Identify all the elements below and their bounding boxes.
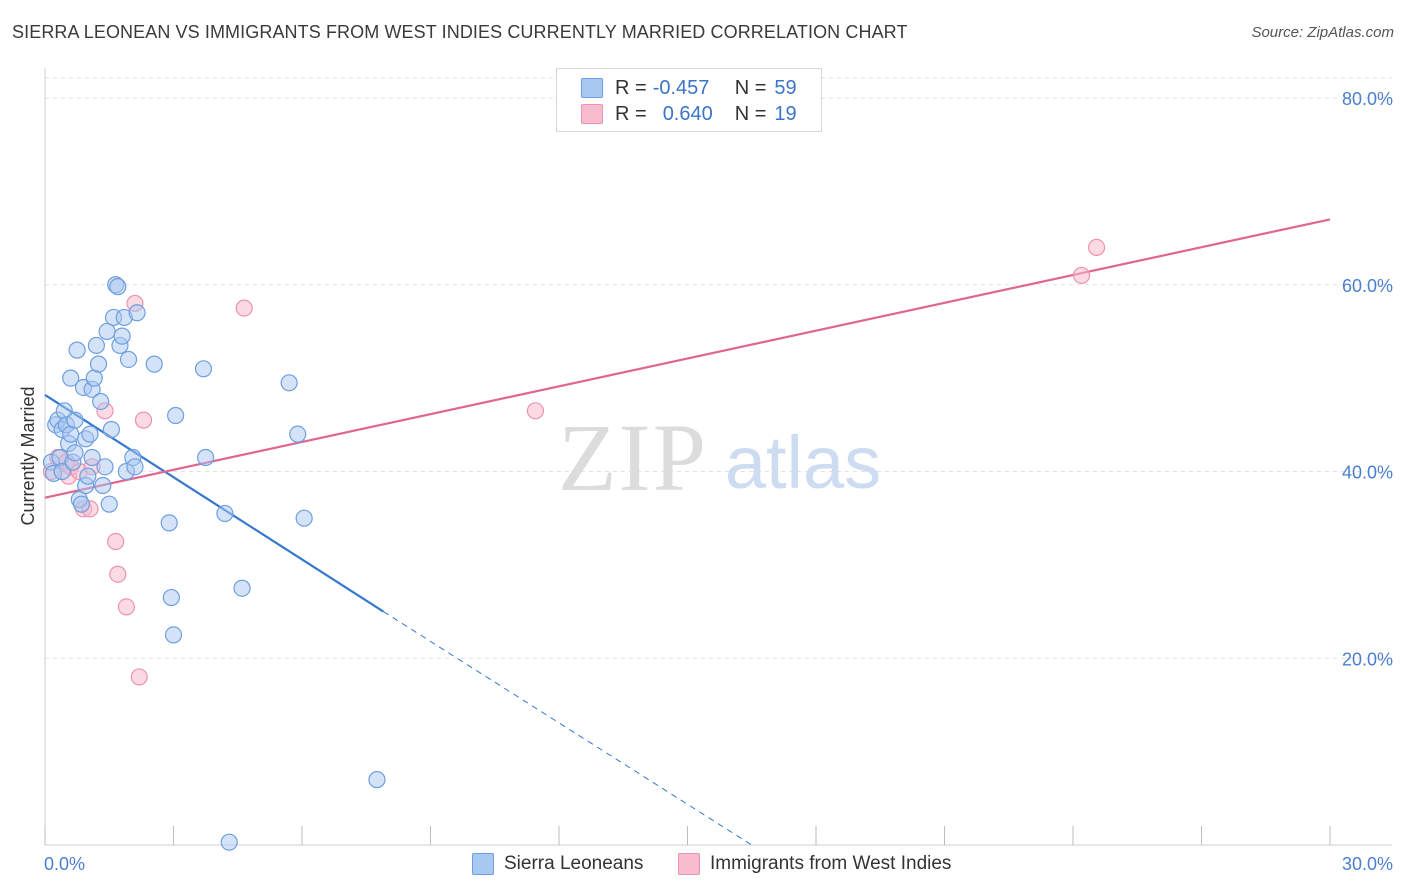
chart-title: SIERRA LEONEAN VS IMMIGRANTS FROM WEST I… [12,22,908,42]
data-point-west-indies [526,402,545,420]
data-point-sierra-leonean [128,304,146,322]
data-point-sierra-leonean [83,448,101,467]
watermark-zip: ZIP [558,404,708,511]
data-point-west-indies [109,565,127,583]
legend-n-value: 59 [774,76,797,99]
y-tick-label: 40.0% [1342,463,1393,483]
data-point-sierra-leonean [79,467,97,485]
data-point-sierra-leonean [216,504,234,523]
data-point-sierra-leonean [220,833,238,851]
data-point-sierra-leonean [280,374,298,392]
axes [44,68,1392,846]
data-point-sierra-leonean [194,360,213,378]
data-point-sierra-leonean [145,355,163,373]
data-point-sierra-leonean [94,476,112,495]
watermark-atlas: atlas [725,421,881,504]
trend-lines [44,218,1331,846]
data-point-sierra-leonean [164,626,183,644]
bottom-legend-label-pink: Immigrants from West Indies [710,853,952,874]
data-point-sierra-leonean [289,425,307,443]
legend-row-sierra-leoneans: R = -0.457 N = 59 [581,75,797,101]
legend-n-label: N = [734,102,767,125]
data-point-sierra-leonean [102,420,120,439]
data-point-sierra-leonean [160,514,178,532]
legend-n-value: 19 [774,102,797,125]
data-point-sierra-leonean [109,278,127,296]
correlation-legend: R = -0.457 N = 59 R = 0.640 N = 19 [556,68,822,132]
data-point-sierra-leonean [92,392,110,411]
legend-n-label: N = [734,76,767,99]
data-point-sierra-leonean [62,369,80,387]
trend-line-west-indies [44,218,1331,499]
data-point-sierra-leonean [89,355,108,373]
data-point-sierra-leonean [96,458,114,476]
x-tick-label-min: 0.0% [44,854,85,874]
data-point-west-indies [117,598,135,616]
data-point-sierra-leonean [295,509,313,527]
data-point-west-indies [134,411,153,429]
x-tick-label-max: 30.0% [1342,854,1393,874]
data-point-west-indies [130,668,148,686]
data-point-sierra-leonean [368,771,386,789]
trend-line-sierra-leoneans-extrapolated [383,611,753,846]
bottom-legend-sierra-leoneans: Sierra Leoneans [472,852,643,876]
legend-swatch-pink [581,104,603,124]
data-point-sierra-leonean [100,495,118,513]
data-point-sierra-leonean [72,495,91,513]
legend-r-value: 0.640 [662,102,713,125]
legend-row-west-indies: R = 0.640 N = 19 [581,101,797,127]
y-tick-label: 60.0% [1342,276,1393,296]
data-point-sierra-leonean [113,327,131,345]
source-label: Source: ZipAtlas.com [1251,24,1394,41]
data-point-sierra-leonean [66,411,84,429]
data-point-west-indies [107,532,125,551]
data-point-sierra-leonean [162,588,180,607]
y-tick-label: 80.0% [1342,89,1393,109]
bottom-legend-swatch-blue [472,853,494,875]
data-point-sierra-leonean [197,448,215,467]
data-point-sierra-leonean [126,458,144,476]
legend-swatch-blue [581,78,603,98]
legend-r-value: -0.457 [652,76,710,99]
tick-labels: 20.0% 40.0% 60.0% 80.0% 0.0% 30.0% [44,89,1393,874]
grid-lines [45,77,1392,659]
series-sierra-leoneans [42,276,386,851]
data-point-west-indies [235,299,253,317]
data-point-sierra-leonean [81,425,99,443]
legend-r-label: R = [615,76,647,99]
legend-r-label: R = [615,102,647,125]
bottom-legend-label-blue: Sierra Leoneans [504,853,644,874]
data-point-sierra-leonean [68,341,86,359]
watermark: ZIP atlas [558,404,881,511]
data-point-sierra-leonean [119,350,138,369]
data-point-sierra-leonean [233,579,251,597]
data-point-west-indies [1072,266,1091,285]
data-point-sierra-leonean [87,336,106,355]
trend-line-sierra-leoneans [44,394,384,613]
data-point-sierra-leonean [167,406,185,425]
y-axis-label: Currently Married [18,386,38,525]
bottom-legend-west-indies: Immigrants from West Indies [678,852,951,876]
y-tick-label: 20.0% [1342,649,1393,669]
data-point-west-indies [1087,238,1106,257]
bottom-legend-swatch-pink [678,853,700,875]
data-point-sierra-leonean [66,444,84,462]
